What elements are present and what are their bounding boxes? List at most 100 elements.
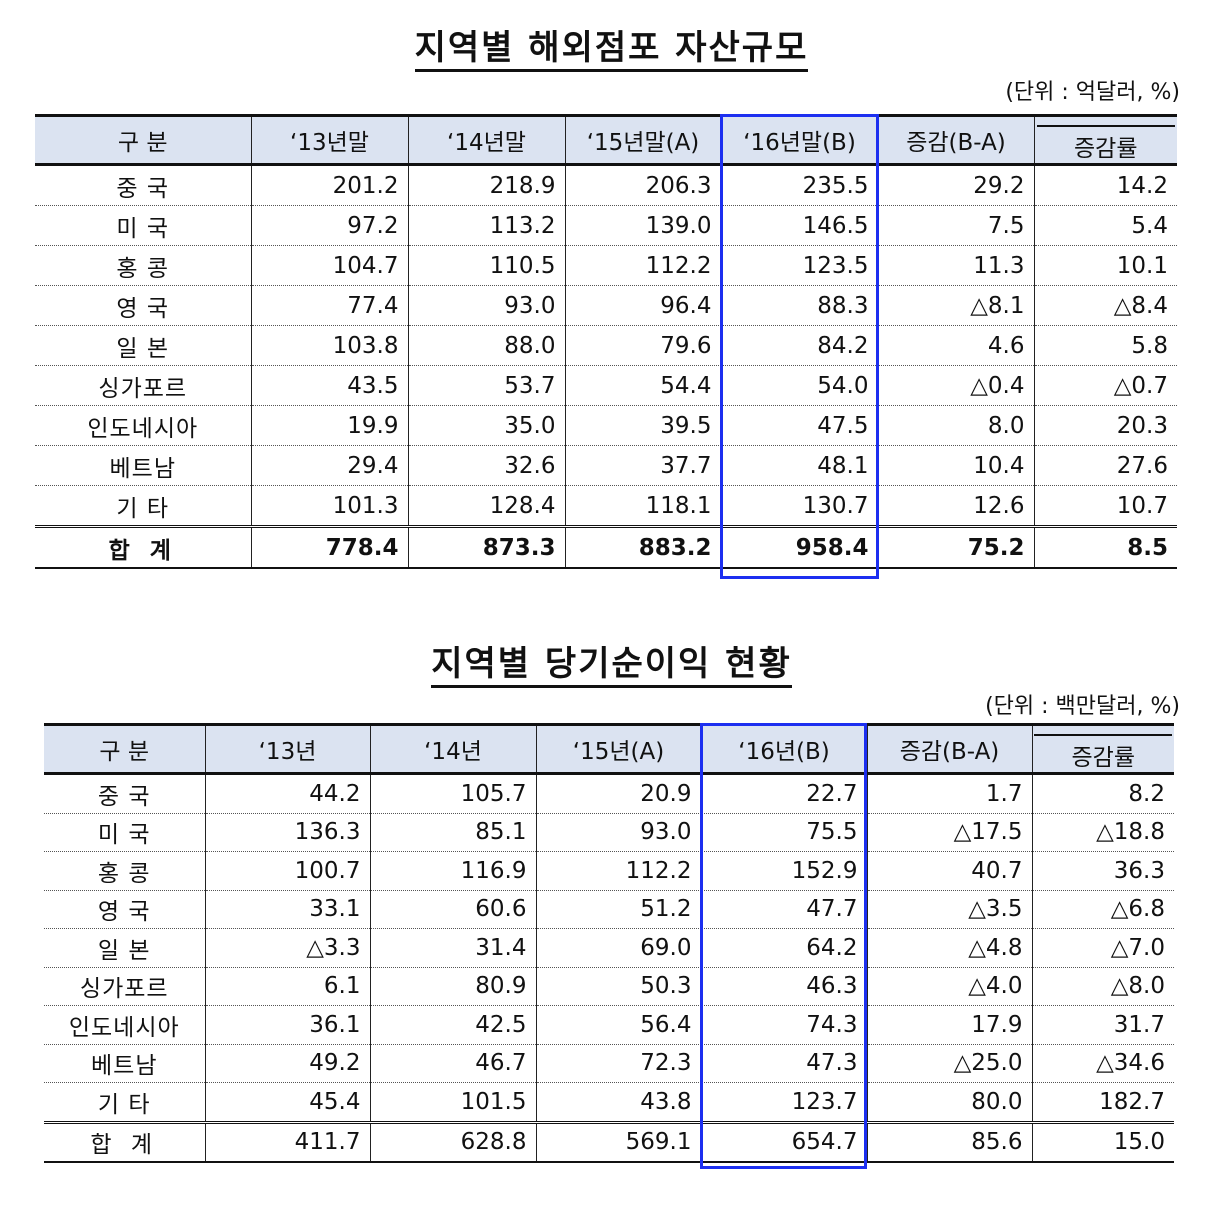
cell-y2015: 50.3 — [535, 967, 701, 1006]
asset-size-table: 구 분 ‘13년말 ‘14년말 ‘15년말(A) ‘16년말(B) 증감(B-A… — [35, 114, 1177, 569]
cell-y2016: 84.2 — [720, 325, 878, 366]
cell-y2014: 873.3 — [407, 525, 565, 569]
cell-y2015: 93.0 — [535, 813, 701, 852]
cell-change-rate: 27.6 — [1033, 445, 1177, 486]
header-2014: ‘14년말 — [407, 114, 565, 166]
header-2016: ‘16년(B) — [700, 723, 867, 775]
cell-change: 85.6 — [866, 1120, 1032, 1163]
header-change-rate: 증감률 — [1033, 114, 1177, 166]
cell-y2014: 101.5 — [369, 1082, 536, 1123]
cell-y2014: 116.9 — [369, 851, 536, 891]
cell-change: △4.8 — [866, 928, 1032, 968]
cell-change-rate: 36.3 — [1031, 851, 1174, 891]
total-row: 합 계 411.7 628.8 569.1 654.7 85.6 15.0 — [44, 1120, 1174, 1163]
cell-change: 10.4 — [877, 445, 1034, 486]
cell-region: 싱가포르 — [44, 967, 205, 1006]
cell-y2013: 77.4 — [250, 285, 408, 326]
cell-change-rate: 8.5 — [1033, 525, 1177, 569]
cell-y2016: 958.4 — [720, 525, 878, 569]
cell-y2013: 104.7 — [250, 245, 408, 286]
cell-y2014: 60.6 — [369, 890, 536, 929]
cell-y2015: 69.0 — [535, 928, 701, 968]
cell-change: △3.5 — [866, 890, 1032, 929]
cell-region: 인도네시아 — [35, 405, 251, 446]
cell-y2013: 136.3 — [204, 813, 370, 852]
cell-y2014: 218.9 — [407, 164, 565, 206]
cell-change-rate: 15.0 — [1031, 1120, 1174, 1163]
table-header-row: 구 분 ‘13년말 ‘14년말 ‘15년말(A) ‘16년말(B) 증감(B-A… — [35, 114, 1177, 166]
header-category: 구 분 — [35, 114, 251, 166]
cell-y2016: 146.5 — [720, 205, 878, 246]
cell-y2014: 46.7 — [369, 1044, 536, 1083]
cell-change-rate: 182.7 — [1031, 1082, 1174, 1123]
cell-change-rate: △34.6 — [1031, 1044, 1174, 1083]
cell-change: 17.9 — [866, 1005, 1032, 1045]
cell-change-rate: △18.8 — [1031, 813, 1174, 852]
cell-y2013: 778.4 — [250, 525, 408, 569]
table-row: 영 국 77.4 93.0 96.4 88.3 △8.1 △8.4 — [35, 285, 1177, 326]
cell-change: △25.0 — [866, 1044, 1032, 1083]
cell-y2015: 56.4 — [535, 1005, 701, 1045]
cell-y2013: 411.7 — [204, 1120, 370, 1163]
cell-change: △0.4 — [877, 365, 1034, 406]
cell-change-rate: 8.2 — [1031, 773, 1174, 814]
cell-y2014: 32.6 — [407, 445, 565, 486]
table-row: 영 국 33.1 60.6 51.2 47.7 △3.5 △6.8 — [44, 890, 1174, 929]
cell-y2016: 130.7 — [720, 485, 878, 527]
cell-y2014: 42.5 — [369, 1005, 536, 1045]
cell-change: 11.3 — [877, 245, 1034, 286]
cell-region: 기 타 — [44, 1082, 205, 1123]
cell-y2016: 46.3 — [700, 967, 867, 1006]
table-row: 인도네시아 36.1 42.5 56.4 74.3 17.9 31.7 — [44, 1005, 1174, 1045]
cell-region: 미 국 — [35, 205, 251, 246]
cell-y2014: 113.2 — [407, 205, 565, 246]
header-category: 구 분 — [44, 723, 205, 775]
cell-y2013: 201.2 — [250, 164, 408, 206]
cell-change-rate: 10.1 — [1033, 245, 1177, 286]
cell-y2013: 100.7 — [204, 851, 370, 891]
cell-change-rate: 14.2 — [1033, 164, 1177, 206]
cell-y2016: 54.0 — [720, 365, 878, 406]
cell-y2016: 64.2 — [700, 928, 867, 968]
header-change: 증감(B-A) — [866, 723, 1032, 775]
header-change-rate: 증감률 — [1031, 723, 1174, 775]
cell-y2014: 93.0 — [407, 285, 565, 326]
cell-y2013: 101.3 — [250, 485, 408, 527]
table-row: 기 타 101.3 128.4 118.1 130.7 12.6 10.7 — [35, 485, 1177, 527]
cell-y2015: 112.2 — [535, 851, 701, 891]
cell-y2014: 628.8 — [369, 1120, 536, 1163]
header-2013: ‘13년말 — [250, 114, 408, 166]
cell-region: 홍 콩 — [44, 851, 205, 891]
cell-y2013: 19.9 — [250, 405, 408, 446]
header-2015: ‘15년말(A) — [564, 114, 721, 166]
table-row: 인도네시아 19.9 35.0 39.5 47.5 8.0 20.3 — [35, 405, 1177, 446]
header-2013: ‘13년 — [204, 723, 370, 775]
table-row: 홍 콩 100.7 116.9 112.2 152.9 40.7 36.3 — [44, 851, 1174, 891]
table-row: 싱가포르 6.1 80.9 50.3 46.3 △4.0 △8.0 — [44, 967, 1174, 1006]
asset-table-unit: (단위 : 억달러, %) — [1005, 80, 1180, 105]
cell-y2013: 103.8 — [250, 325, 408, 366]
cell-change: △17.5 — [866, 813, 1032, 852]
table-row: 일 본 103.8 88.0 79.6 84.2 4.6 5.8 — [35, 325, 1177, 366]
cell-y2015: 883.2 — [564, 525, 721, 569]
cell-y2014: 128.4 — [407, 485, 565, 527]
cell-region: 일 본 — [44, 928, 205, 968]
cell-y2016: 47.5 — [720, 405, 878, 446]
cell-y2015: 96.4 — [564, 285, 721, 326]
cell-change: 1.7 — [866, 773, 1032, 814]
cell-change: 75.2 — [877, 525, 1034, 569]
cell-y2016: 22.7 — [700, 773, 867, 814]
table-row: 홍 콩 104.7 110.5 112.2 123.5 11.3 10.1 — [35, 245, 1177, 286]
cell-y2016: 123.5 — [720, 245, 878, 286]
cell-y2016: 48.1 — [720, 445, 878, 486]
table-row: 싱가포르 43.5 53.7 54.4 54.0 △0.4 △0.7 — [35, 365, 1177, 406]
total-row: 합 계 778.4 873.3 883.2 958.4 75.2 8.5 — [35, 525, 1177, 569]
profit-table-unit: (단위 : 백만달러, %) — [985, 694, 1180, 719]
cell-region: 베트남 — [35, 445, 251, 486]
cell-y2014: 88.0 — [407, 325, 565, 366]
table-row: 베트남 49.2 46.7 72.3 47.3 △25.0 △34.6 — [44, 1044, 1174, 1083]
cell-y2015: 139.0 — [564, 205, 721, 246]
cell-change-rate: 31.7 — [1031, 1005, 1174, 1045]
cell-region: 중 국 — [35, 164, 251, 206]
cell-y2015: 54.4 — [564, 365, 721, 406]
